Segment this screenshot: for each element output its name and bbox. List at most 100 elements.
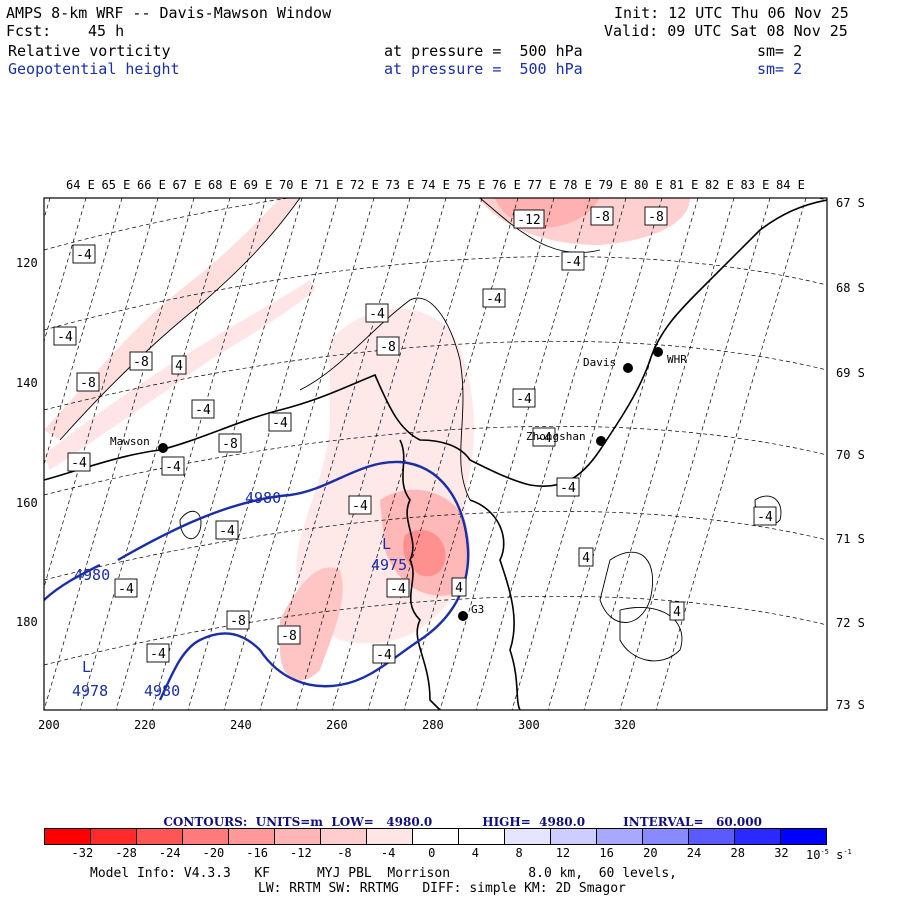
lon-label: 67 E — [173, 178, 202, 192]
svg-text:-4: -4 — [150, 647, 166, 662]
color-scale-cell — [275, 829, 321, 844]
vorticity-label: -4 — [556, 477, 580, 497]
svg-text:-4: -4 — [118, 582, 134, 597]
color-scale-cell — [689, 829, 735, 844]
svg-text:-4: -4 — [165, 460, 181, 475]
meridian-line — [44, 198, 123, 466]
svg-text:-4: -4 — [560, 481, 576, 496]
color-scale-cell — [367, 829, 413, 844]
color-scale-cell — [505, 829, 551, 844]
meridian-line — [475, 198, 627, 710]
color-scale-label: 4 — [471, 846, 480, 860]
lat-label: 71 S — [836, 532, 865, 546]
color-scale-cell — [781, 829, 826, 844]
svg-text:-8: -8 — [222, 437, 238, 452]
model-info-line2: LW: RRTM SW: RRTMG DIFF: simple KM: 2D S… — [258, 881, 626, 896]
lon-label: 71 E — [315, 178, 344, 192]
color-scale-cell — [413, 829, 459, 844]
color-scale-label: -16 — [246, 846, 268, 860]
svg-text:-4: -4 — [565, 255, 581, 270]
svg-text:-8: -8 — [80, 376, 96, 391]
coastline — [44, 199, 827, 487]
height-label: 4980 — [74, 566, 110, 584]
svg-text:Zhongshan: Zhongshan — [526, 430, 586, 443]
lon-label: 64 E — [66, 178, 95, 192]
x-tick-label: 240 — [230, 718, 252, 732]
vorticity-label: -4 — [386, 578, 410, 598]
vorticity-label: -4 — [372, 644, 396, 664]
vorticity-label: -8 — [129, 351, 153, 371]
station-davis: Davis — [583, 356, 633, 373]
vorticity-label: -12 — [513, 209, 545, 229]
lat-label: 69 S — [836, 366, 865, 380]
low-marker: L — [82, 658, 91, 676]
init-time: Init: 12 UTC Thu 06 Nov 25 — [614, 4, 849, 22]
svg-text:-4: -4 — [57, 330, 73, 345]
vorticity-label: -4 — [191, 399, 215, 419]
vorticity-label: 4 — [171, 355, 187, 375]
lon-label: 74 E — [421, 178, 450, 192]
color-scale-label: 24 — [686, 846, 702, 860]
shading-south — [280, 567, 343, 681]
meridian-line — [511, 198, 663, 710]
height-contours — [44, 460, 470, 701]
color-scale-cell — [597, 829, 643, 844]
svg-text:-4: -4 — [219, 524, 235, 539]
color-scale-cell — [91, 829, 137, 844]
forecast-hour: 45 h — [88, 22, 125, 40]
vorticity-label: -4 — [114, 578, 138, 598]
vorticity-label: -4 — [753, 506, 777, 526]
vorticity-label: -8 — [590, 206, 614, 226]
height-contour-info: CONTOURS: UNITS=m LOW= 4980.0 — [163, 815, 433, 829]
lat-label: 70 S — [836, 448, 865, 462]
lon-label: 80 E — [634, 178, 663, 192]
svg-text:-8: -8 — [133, 355, 149, 370]
svg-text:-4: -4 — [71, 456, 87, 471]
y-tick-label: 140 — [16, 376, 38, 390]
vorticity-label: -4 — [67, 452, 91, 472]
svg-text:-4: -4 — [369, 307, 385, 322]
lon-label: 68 E — [208, 178, 237, 192]
height-label: 4975 — [371, 556, 407, 574]
vorticity-label: -8 — [226, 610, 250, 630]
station-whr: WHR — [653, 347, 687, 366]
color-scale-label: -24 — [158, 846, 181, 860]
lon-label: 70 E — [279, 178, 308, 192]
svg-text:Davis: Davis — [583, 356, 616, 369]
meridian-line — [115, 198, 267, 710]
lon-label: 84 E — [776, 178, 805, 192]
color-scale-cell — [643, 829, 689, 844]
field-1-level: at pressure = 500 hPa — [384, 42, 583, 60]
scale-unit: 10-5 s-1 — [806, 848, 852, 862]
y-tick-label: 160 — [16, 496, 38, 510]
svg-text:-8: -8 — [594, 210, 610, 225]
lon-label: 78 E — [563, 178, 592, 192]
y-tick-label: 120 — [16, 256, 38, 270]
svg-text:-4: -4 — [376, 648, 392, 663]
lon-label: 66 E — [137, 178, 166, 192]
svg-text:-8: -8 — [648, 210, 664, 225]
vorticity-label: -4 — [365, 303, 389, 323]
lon-label: 73 E — [386, 178, 415, 192]
color-scale-label: 20 — [643, 846, 658, 860]
height-contour-interval: INTERVAL= 60.000 — [623, 815, 762, 829]
svg-text:-8: -8 — [380, 340, 396, 355]
x-tick-label: 300 — [518, 718, 540, 732]
field-1-smoothing: sm= 2 — [757, 42, 803, 60]
meridian-line — [655, 198, 807, 710]
x-tick-label: 220 — [134, 718, 156, 732]
svg-text:4: 4 — [455, 581, 463, 596]
field-2-smoothing: sm= 2 — [757, 60, 803, 78]
svg-text:-8: -8 — [230, 614, 246, 629]
color-scale-label: 0 — [428, 846, 436, 860]
height-label: 4980 — [245, 489, 281, 507]
svg-text:-4: -4 — [195, 403, 211, 418]
lat-label: 67 S — [836, 196, 865, 210]
x-tick-label: 260 — [326, 718, 348, 732]
x-tick-label: 280 — [422, 718, 444, 732]
color-scale-cell — [551, 829, 597, 844]
vorticity-label: -4 — [512, 388, 536, 408]
svg-text:-4: -4 — [76, 248, 92, 263]
station-mawson: Mawson — [110, 435, 168, 453]
